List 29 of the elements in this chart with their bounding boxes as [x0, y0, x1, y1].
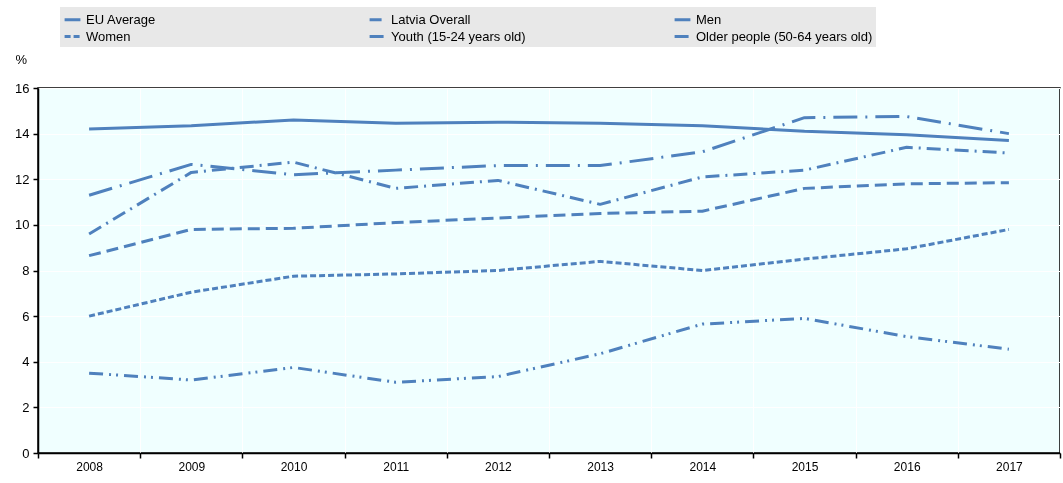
y-tick-label: 4	[22, 354, 30, 370]
x-tick-label: 2014	[689, 459, 717, 474]
legend-label: EU Average	[86, 11, 156, 27]
y-tick-label: 8	[22, 263, 30, 278]
x-tick-label: 2011	[383, 459, 410, 474]
x-tick-label: 2008	[76, 459, 104, 474]
x-tick-label: 2009	[178, 459, 206, 474]
x-tick-label: 2017	[996, 459, 1024, 474]
x-tick-label: 2012	[485, 459, 513, 474]
y-tick-label: 2	[22, 399, 30, 415]
line-series	[87, 316, 1011, 384]
x-tick-label: 2013	[587, 459, 615, 474]
x-tick-label: 2015	[791, 459, 819, 474]
legend-label: Youth (15-24 years old)	[391, 28, 526, 44]
y-tick-label: 14	[15, 126, 30, 142]
y-tick-label: 16	[15, 80, 30, 96]
legend-label: Men	[696, 11, 722, 27]
y-axis-title: %	[15, 51, 28, 67]
y-tick-label: 10	[15, 217, 30, 233]
line-series	[87, 227, 1011, 318]
legend-label: Older people (50-64 years old)	[696, 28, 873, 44]
legend-label: Women	[86, 28, 131, 44]
y-tick-label: 6	[22, 308, 30, 324]
x-tick-label: 2010	[280, 459, 308, 474]
line-series	[87, 181, 1011, 258]
y-tick-label: 12	[15, 171, 30, 187]
x-tick-label: 2016	[893, 459, 921, 474]
y-tick-label: 0	[22, 445, 30, 461]
legend-label: Latvia Overall	[391, 11, 471, 27]
